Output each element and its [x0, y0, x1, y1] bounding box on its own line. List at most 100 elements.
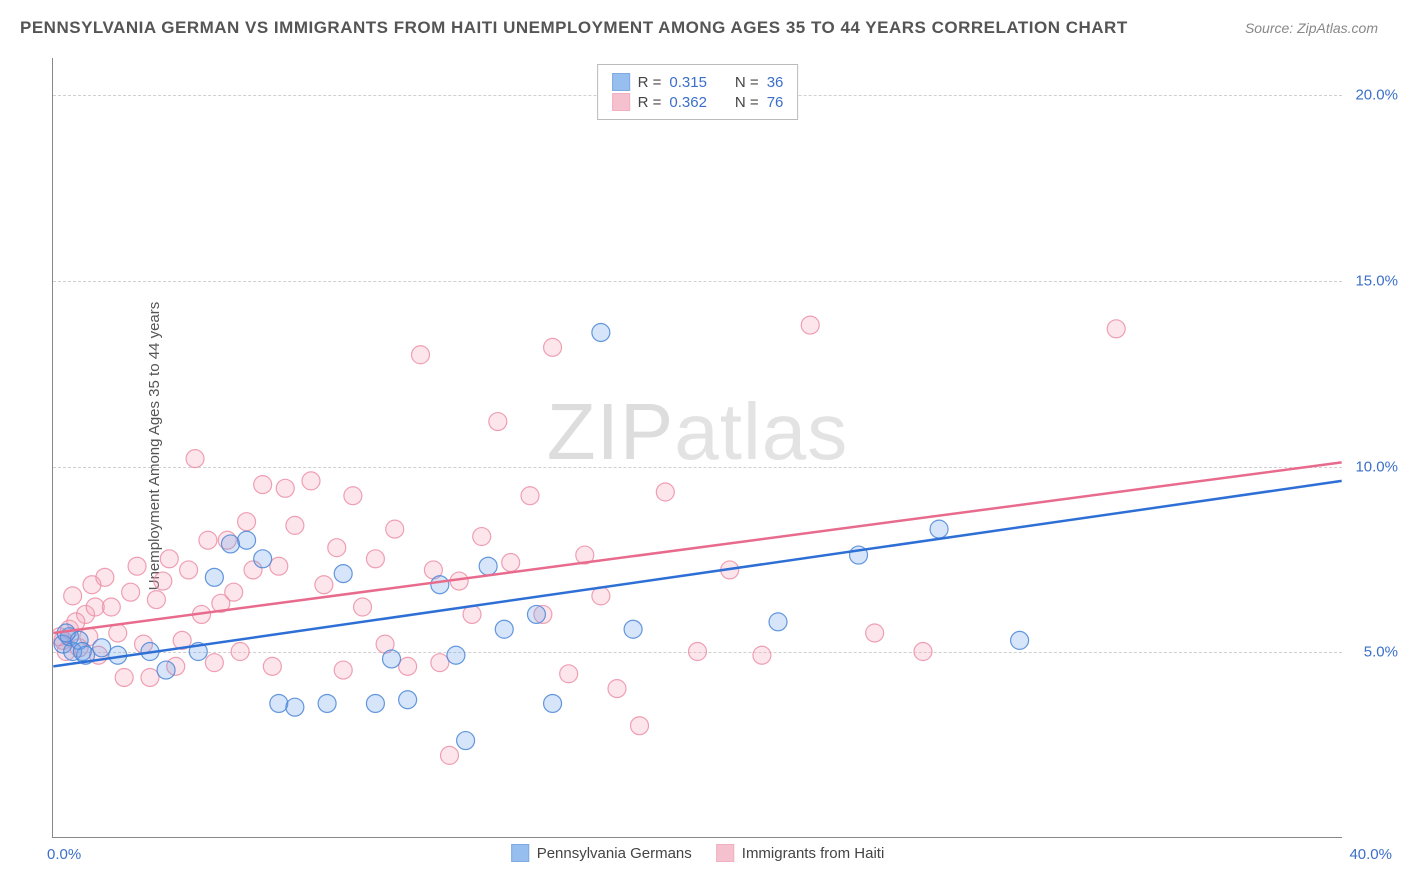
data-point — [344, 487, 362, 505]
n-label-1: N = — [735, 94, 759, 111]
source-label: Source: — [1245, 20, 1293, 36]
data-point — [334, 661, 352, 679]
data-point — [199, 531, 217, 549]
data-point — [457, 732, 475, 750]
data-point — [399, 691, 417, 709]
r-label-0: R = — [638, 74, 662, 91]
data-point — [115, 669, 133, 687]
data-point — [495, 620, 513, 638]
data-point — [276, 479, 294, 497]
data-point — [180, 561, 198, 579]
data-point — [447, 646, 465, 664]
data-point — [412, 346, 430, 364]
plot-area: ZIPatlas R = 0.315 N = 36 R = 0.362 N = … — [52, 58, 1342, 838]
r-value-0: 0.315 — [669, 74, 707, 91]
data-point — [315, 576, 333, 594]
data-point — [157, 661, 175, 679]
data-point — [489, 413, 507, 431]
data-point — [328, 539, 346, 557]
data-point — [147, 591, 165, 609]
data-point — [383, 650, 401, 668]
data-point — [544, 338, 562, 356]
data-point — [769, 613, 787, 631]
data-point — [86, 598, 104, 616]
data-point — [431, 576, 449, 594]
legend-item-1: Immigrants from Haiti — [716, 844, 885, 862]
data-point — [225, 583, 243, 601]
data-point — [254, 550, 272, 568]
data-point — [399, 657, 417, 675]
data-point — [560, 665, 578, 683]
data-point — [109, 624, 127, 642]
data-point — [479, 557, 497, 575]
n-value-1: 76 — [767, 94, 784, 111]
legend-bottom-swatch-0 — [511, 844, 529, 862]
correlation-legend: R = 0.315 N = 36 R = 0.362 N = 76 — [597, 64, 799, 120]
data-point — [624, 620, 642, 638]
data-point — [73, 643, 91, 661]
y-tick: 10.0% — [1348, 458, 1398, 475]
data-point — [366, 694, 384, 712]
data-point — [689, 643, 707, 661]
legend-swatch-0 — [612, 73, 630, 91]
data-point — [128, 557, 146, 575]
n-label-0: N = — [735, 74, 759, 91]
data-point — [631, 717, 649, 735]
data-point — [254, 476, 272, 494]
data-point — [205, 654, 223, 672]
legend-item-0: Pennsylvania Germans — [511, 844, 692, 862]
data-point — [930, 520, 948, 538]
data-point — [386, 520, 404, 538]
legend-row-series-0: R = 0.315 N = 36 — [612, 73, 784, 91]
data-point — [334, 565, 352, 583]
chart-title: PENNSYLVANIA GERMAN VS IMMIGRANTS FROM H… — [20, 18, 1128, 38]
data-point — [473, 528, 491, 546]
data-point — [231, 643, 249, 661]
n-value-0: 36 — [767, 74, 784, 91]
y-tick: 20.0% — [1348, 87, 1398, 104]
y-tick: 5.0% — [1348, 644, 1398, 661]
data-point — [96, 568, 114, 586]
data-point — [544, 694, 562, 712]
data-point — [122, 583, 140, 601]
data-point — [93, 639, 111, 657]
source-value: ZipAtlas.com — [1297, 20, 1378, 36]
data-point — [527, 605, 545, 623]
data-point — [431, 654, 449, 672]
data-point — [608, 680, 626, 698]
r-label-1: R = — [638, 94, 662, 111]
x-tick-0: 0.0% — [47, 846, 81, 863]
x-tick-1: 40.0% — [1349, 846, 1392, 863]
data-point — [1011, 631, 1029, 649]
data-point — [205, 568, 223, 586]
data-point — [302, 472, 320, 490]
data-point — [221, 535, 239, 553]
y-tick: 15.0% — [1348, 272, 1398, 289]
data-point — [154, 572, 172, 590]
data-point — [521, 487, 539, 505]
data-point — [102, 598, 120, 616]
data-point — [753, 646, 771, 664]
data-point — [263, 657, 281, 675]
data-point — [441, 746, 459, 764]
data-point — [914, 643, 932, 661]
data-point — [64, 587, 82, 605]
data-point — [502, 554, 520, 572]
legend-swatch-1 — [612, 93, 630, 111]
legend-bottom-label-0: Pennsylvania Germans — [537, 845, 692, 862]
data-point — [186, 450, 204, 468]
data-point — [160, 550, 178, 568]
data-point — [592, 324, 610, 342]
series-legend: Pennsylvania Germans Immigrants from Hai… — [511, 844, 885, 862]
data-point — [238, 513, 256, 531]
legend-bottom-swatch-1 — [716, 844, 734, 862]
source-attribution: Source: ZipAtlas.com — [1245, 20, 1378, 36]
data-point — [318, 694, 336, 712]
data-point — [801, 316, 819, 334]
data-point — [366, 550, 384, 568]
data-point — [238, 531, 256, 549]
legend-bottom-label-1: Immigrants from Haiti — [742, 845, 885, 862]
data-point — [286, 698, 304, 716]
data-point — [270, 557, 288, 575]
legend-row-series-1: R = 0.362 N = 76 — [612, 93, 784, 111]
